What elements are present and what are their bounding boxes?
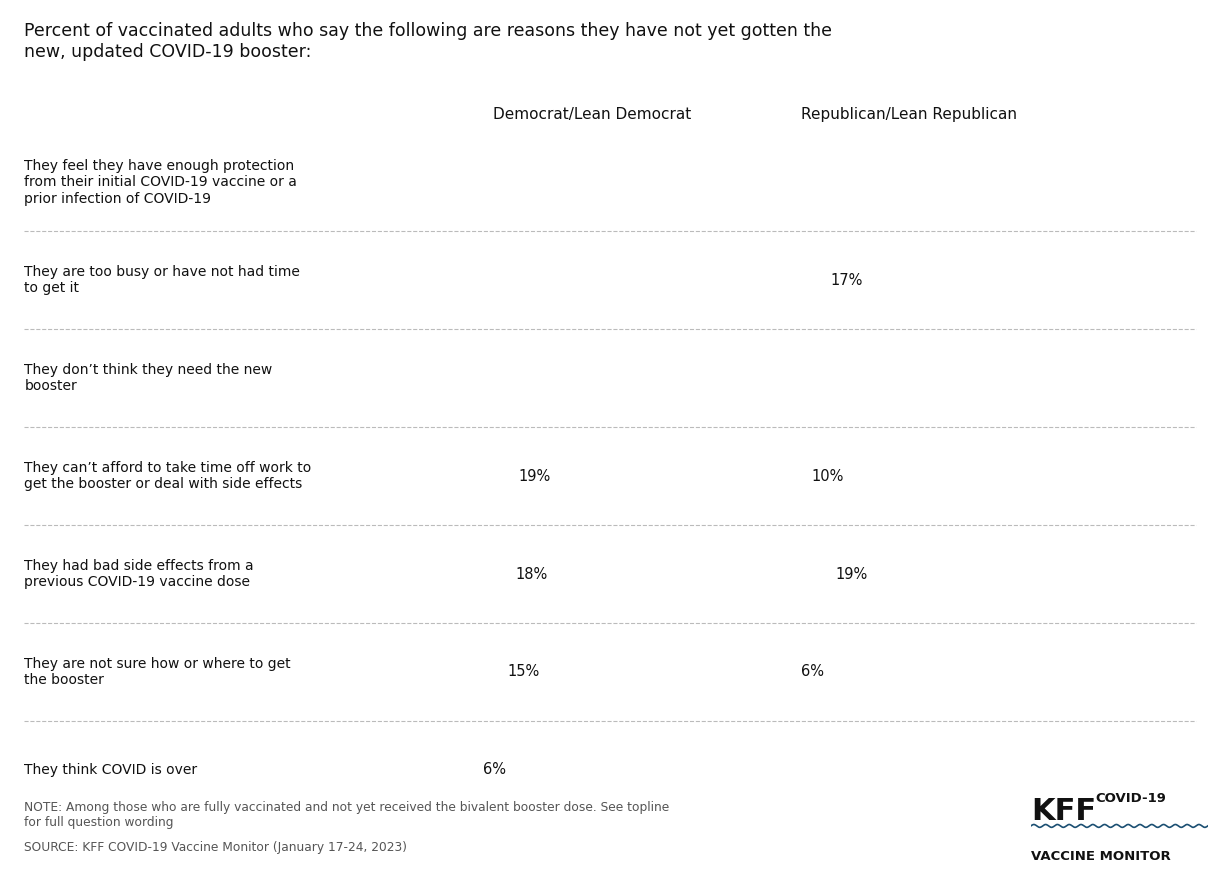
Text: KFF: KFF	[1031, 797, 1096, 826]
Text: 34%: 34%	[486, 371, 521, 385]
Text: Percent of vaccinated adults who say the following are reasons they have not yet: Percent of vaccinated adults who say the…	[24, 22, 832, 61]
Text: 6%: 6%	[483, 763, 506, 777]
Text: 37%: 37%	[489, 273, 525, 287]
Text: Republican/Lean Republican: Republican/Lean Republican	[800, 107, 1017, 122]
Text: 15%: 15%	[508, 665, 539, 679]
Text: 19%: 19%	[518, 469, 550, 483]
Text: 6%: 6%	[800, 665, 824, 679]
Text: 10%: 10%	[811, 469, 844, 483]
Text: 56%: 56%	[832, 371, 867, 385]
Text: 17%: 17%	[830, 273, 863, 287]
Text: VACCINE MONITOR: VACCINE MONITOR	[1031, 850, 1171, 863]
Text: They think COVID is over: They think COVID is over	[24, 763, 198, 777]
Text: 18%: 18%	[516, 567, 548, 581]
Text: They had bad side effects from a
previous COVID-19 vaccine dose: They had bad side effects from a previou…	[24, 559, 254, 589]
Text: 27%: 27%	[793, 763, 828, 777]
Text: 43%: 43%	[498, 175, 533, 190]
Text: They don’t think they need the new
booster: They don’t think they need the new boost…	[24, 363, 272, 393]
Text: 19%: 19%	[836, 567, 867, 581]
Text: They are not sure how or where to get
the booster: They are not sure how or where to get th…	[24, 657, 292, 687]
Text: COVID-19: COVID-19	[1096, 792, 1166, 805]
Text: They can’t afford to take time off work to
get the booster or deal with side eff: They can’t afford to take time off work …	[24, 461, 311, 491]
Text: SOURCE: KFF COVID-19 Vaccine Monitor (January 17-24, 2023): SOURCE: KFF COVID-19 Vaccine Monitor (Ja…	[24, 841, 407, 854]
Text: They are too busy or have not had time
to get it: They are too busy or have not had time t…	[24, 265, 300, 295]
Text: They feel they have enough protection
from their initial COVID-19 vaccine or a
p: They feel they have enough protection fr…	[24, 159, 298, 206]
Text: NOTE: Among those who are fully vaccinated and not yet received the bivalent boo: NOTE: Among those who are fully vaccinat…	[24, 801, 670, 829]
Text: Democrat/Lean Democrat: Democrat/Lean Democrat	[493, 107, 691, 122]
Text: 62%: 62%	[841, 175, 876, 190]
